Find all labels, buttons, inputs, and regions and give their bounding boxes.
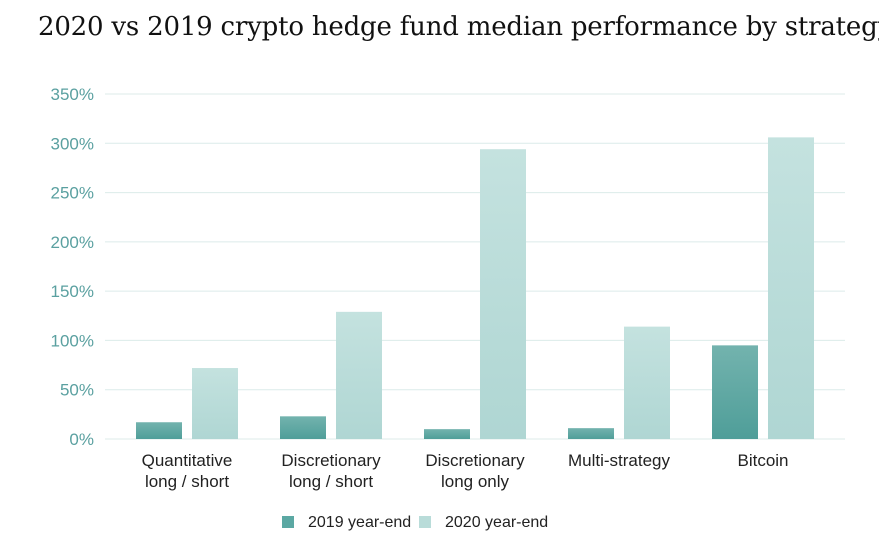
x-category-label: Quantitative long / short: [142, 451, 233, 491]
y-tick-label: 150%: [51, 282, 94, 301]
bar-2020: [480, 149, 526, 439]
bar-2020: [624, 326, 670, 439]
bar-2019: [712, 345, 758, 439]
legend-swatch: [282, 516, 294, 528]
x-category-label: Discretionary long only: [425, 451, 525, 491]
x-category-label: Multi-strategy: [568, 451, 671, 470]
y-tick-label: 50%: [60, 381, 94, 400]
bar-2019: [280, 416, 326, 439]
bar-2019: [568, 428, 614, 439]
y-tick-label: 0%: [69, 430, 94, 449]
bar-2019: [136, 422, 182, 439]
x-category-label: Discretionary long / short: [281, 451, 381, 491]
bar-2020: [192, 368, 238, 439]
bar-2020: [768, 137, 814, 439]
y-tick-label: 250%: [51, 184, 94, 203]
y-tick-label: 350%: [51, 85, 94, 104]
bar-2020: [336, 311, 382, 439]
y-tick-label: 300%: [51, 134, 94, 153]
legend-label: 2020 year-end: [445, 514, 548, 531]
legend-swatch: [419, 516, 431, 528]
chart-title: 2020 vs 2019 crypto hedge fund median pe…: [38, 12, 879, 42]
y-tick-label: 100%: [51, 331, 94, 350]
x-category-label: Bitcoin: [737, 451, 788, 470]
legend-label: 2019 year-end: [308, 514, 411, 531]
bar-2019: [424, 429, 470, 439]
y-tick-label: 200%: [51, 233, 94, 252]
